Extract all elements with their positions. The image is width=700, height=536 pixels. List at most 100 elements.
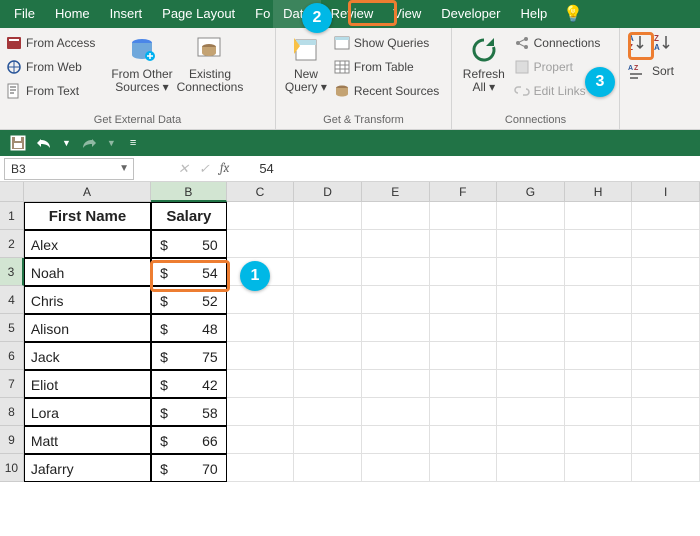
cell[interactable]: [430, 202, 498, 230]
row-header[interactable]: 3: [0, 258, 24, 286]
cell[interactable]: [632, 342, 700, 370]
cell[interactable]: [497, 454, 565, 482]
col-header-E[interactable]: E: [362, 182, 430, 202]
cell[interactable]: [430, 370, 498, 398]
connections-button[interactable]: Connections: [514, 32, 613, 54]
col-header-A[interactable]: A: [24, 182, 151, 202]
cancel-formula-icon[interactable]: ✕: [178, 161, 189, 177]
refresh-all-button[interactable]: RefreshAll ▾: [458, 32, 510, 102]
tab-developer[interactable]: Developer: [431, 0, 510, 28]
cell[interactable]: [632, 314, 700, 342]
tab-help[interactable]: Help: [510, 0, 557, 28]
cell[interactable]: [632, 286, 700, 314]
cell[interactable]: Chris: [24, 286, 151, 314]
cell[interactable]: [294, 202, 362, 230]
sort-za-button[interactable]: ZA: [652, 32, 674, 57]
cell[interactable]: [632, 426, 700, 454]
enter-formula-icon[interactable]: ✓: [199, 161, 210, 177]
cell[interactable]: [294, 286, 362, 314]
cell[interactable]: [565, 314, 633, 342]
cell[interactable]: [227, 370, 295, 398]
cell[interactable]: [430, 286, 498, 314]
cell[interactable]: [632, 258, 700, 286]
cell[interactable]: Noah: [24, 258, 151, 286]
new-query-button[interactable]: NewQuery ▾: [282, 32, 330, 102]
undo-icon[interactable]: [36, 135, 52, 151]
row-header[interactable]: 6: [0, 342, 24, 370]
cell[interactable]: [497, 230, 565, 258]
cell[interactable]: $42: [151, 370, 227, 398]
tab-pagelayout[interactable]: Page Layout: [152, 0, 245, 28]
cell[interactable]: [632, 454, 700, 482]
row-header[interactable]: 10: [0, 454, 24, 482]
cell[interactable]: [362, 370, 430, 398]
tab-file[interactable]: File: [4, 0, 45, 28]
cell[interactable]: [227, 314, 295, 342]
col-header-D[interactable]: D: [294, 182, 362, 202]
save-icon[interactable]: [10, 135, 26, 151]
cell[interactable]: Jafarry: [24, 454, 151, 482]
col-header-F[interactable]: F: [430, 182, 498, 202]
col-header-C[interactable]: C: [227, 182, 295, 202]
from-access-button[interactable]: From Access: [6, 32, 106, 54]
show-queries-button[interactable]: Show Queries: [334, 32, 445, 54]
cell[interactable]: [227, 230, 295, 258]
undo-dropdown[interactable]: ▼: [62, 138, 71, 148]
recent-sources-button[interactable]: Recent Sources: [334, 80, 445, 102]
select-all-corner[interactable]: [0, 182, 24, 202]
cell[interactable]: [497, 314, 565, 342]
cell[interactable]: [227, 286, 295, 314]
cell[interactable]: [632, 398, 700, 426]
cell[interactable]: [497, 426, 565, 454]
col-header-I[interactable]: I: [632, 182, 700, 202]
formula-bar-value[interactable]: 54: [259, 161, 273, 176]
cell[interactable]: [294, 230, 362, 258]
cell[interactable]: [497, 398, 565, 426]
tab-home[interactable]: Home: [45, 0, 100, 28]
cell[interactable]: [430, 398, 498, 426]
cell[interactable]: [294, 398, 362, 426]
existing-connections-button[interactable]: ExistingConnections: [178, 32, 242, 102]
cell[interactable]: [227, 342, 295, 370]
cell[interactable]: [565, 286, 633, 314]
tab-formulas[interactable]: Fo: [245, 0, 273, 28]
cell[interactable]: [497, 202, 565, 230]
cell[interactable]: [362, 398, 430, 426]
sort-az-button[interactable]: AZ: [626, 32, 648, 57]
cell[interactable]: [632, 230, 700, 258]
cell[interactable]: [632, 370, 700, 398]
row-header[interactable]: 7: [0, 370, 24, 398]
cell[interactable]: [430, 258, 498, 286]
cell[interactable]: [362, 258, 430, 286]
from-text-button[interactable]: From Text: [6, 80, 106, 102]
cell[interactable]: [565, 370, 633, 398]
cell[interactable]: Jack: [24, 342, 151, 370]
sort-custom-button[interactable]: AZ: [626, 61, 648, 86]
cell[interactable]: [565, 202, 633, 230]
cell[interactable]: [294, 342, 362, 370]
from-web-button[interactable]: From Web: [6, 56, 106, 78]
cell[interactable]: [227, 398, 295, 426]
cell[interactable]: Eliot: [24, 370, 151, 398]
redo-icon[interactable]: [81, 135, 97, 151]
cell[interactable]: [565, 454, 633, 482]
cell[interactable]: $52: [151, 286, 227, 314]
cell[interactable]: [294, 258, 362, 286]
cell[interactable]: [565, 342, 633, 370]
cell[interactable]: [430, 426, 498, 454]
redo-dropdown[interactable]: ▼: [107, 138, 116, 148]
name-box-dropdown-icon[interactable]: ▼: [119, 163, 129, 174]
from-other-sources-button[interactable]: From OtherSources ▾: [110, 32, 174, 102]
cell[interactable]: Alison: [24, 314, 151, 342]
cell[interactable]: Matt: [24, 426, 151, 454]
row-header[interactable]: 1: [0, 202, 24, 230]
cell[interactable]: [565, 426, 633, 454]
tab-view[interactable]: View: [383, 0, 431, 28]
cell[interactable]: [565, 230, 633, 258]
cell[interactable]: [497, 370, 565, 398]
cell[interactable]: $66: [151, 426, 227, 454]
cell[interactable]: $58: [151, 398, 227, 426]
cell[interactable]: [632, 202, 700, 230]
name-box[interactable]: B3 ▼: [4, 158, 134, 180]
cell[interactable]: Lora: [24, 398, 151, 426]
